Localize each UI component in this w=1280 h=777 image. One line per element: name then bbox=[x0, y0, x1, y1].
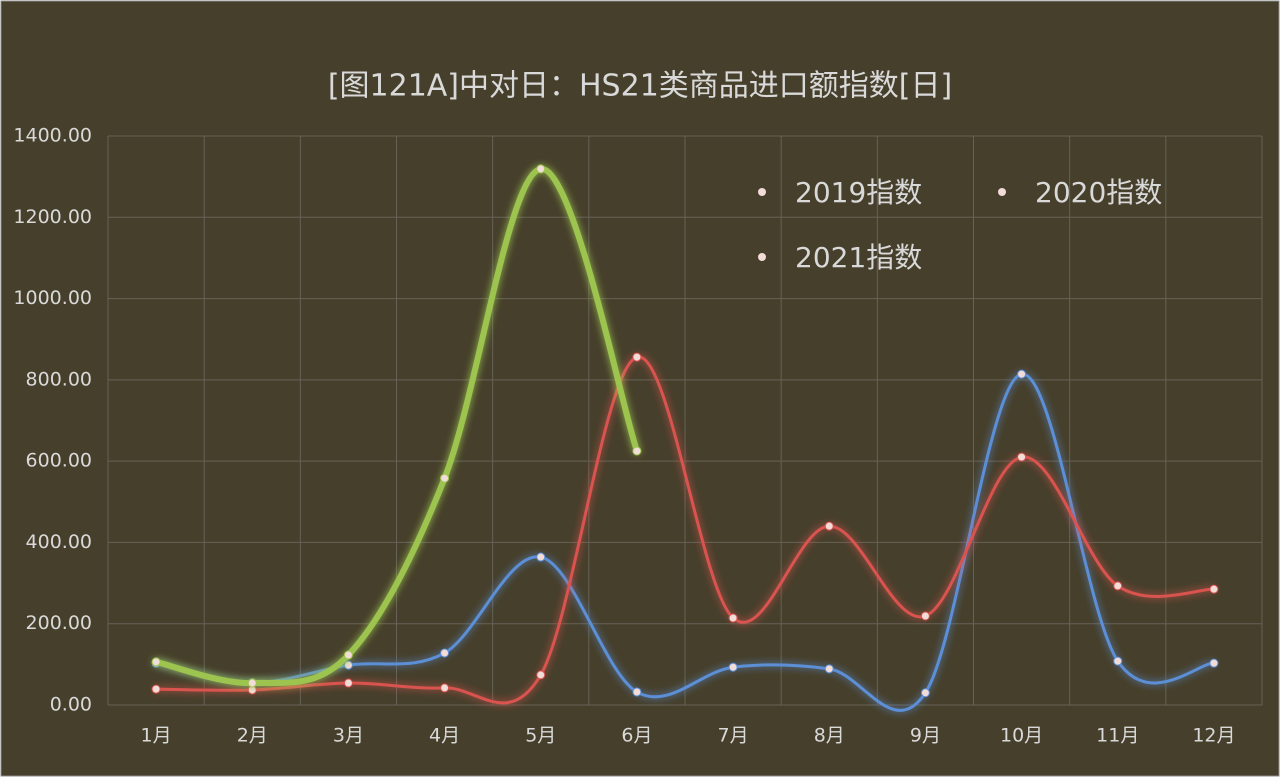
point bbox=[824, 521, 834, 531]
point bbox=[632, 352, 642, 362]
legend-label: 2019指数 bbox=[795, 176, 922, 209]
legend-dot bbox=[758, 253, 766, 261]
x-tick-label: 12月 bbox=[1192, 725, 1235, 747]
point bbox=[440, 648, 450, 658]
point bbox=[1017, 369, 1027, 379]
point bbox=[151, 684, 161, 694]
x-tick-label: 9月 bbox=[910, 725, 941, 747]
y-tick-label: 200.00 bbox=[26, 612, 92, 634]
x-tick-label: 3月 bbox=[333, 725, 364, 747]
x-tick-label: 7月 bbox=[718, 725, 749, 747]
y-tick-label: 1400.00 bbox=[13, 125, 92, 147]
point bbox=[1017, 452, 1027, 462]
point bbox=[536, 670, 546, 680]
point bbox=[247, 678, 257, 688]
y-tick-label: 800.00 bbox=[26, 368, 92, 390]
point bbox=[536, 552, 546, 562]
point bbox=[632, 687, 642, 697]
point bbox=[728, 613, 738, 623]
point bbox=[1113, 581, 1123, 591]
point bbox=[440, 683, 450, 693]
y-tick-label: 600.00 bbox=[26, 450, 92, 472]
x-tick-label: 8月 bbox=[814, 725, 845, 747]
y-tick-label: 1200.00 bbox=[13, 206, 92, 228]
x-tick-label: 11月 bbox=[1096, 725, 1139, 747]
point bbox=[824, 664, 834, 674]
point bbox=[920, 688, 930, 698]
point bbox=[728, 662, 738, 672]
x-tick-label: 2月 bbox=[237, 725, 268, 747]
x-tick-label: 10月 bbox=[1000, 725, 1043, 747]
y-tick-label: 1000.00 bbox=[13, 287, 92, 309]
point bbox=[343, 678, 353, 688]
point bbox=[536, 164, 546, 174]
point bbox=[440, 473, 450, 483]
legend-dot bbox=[998, 188, 1006, 196]
point bbox=[343, 650, 353, 660]
point bbox=[632, 446, 642, 456]
point bbox=[1209, 658, 1219, 668]
x-tick-label: 4月 bbox=[429, 725, 460, 747]
legend-dot bbox=[758, 188, 766, 196]
point bbox=[151, 657, 161, 667]
x-tick-label: 6月 bbox=[621, 725, 652, 747]
x-tick-label: 5月 bbox=[525, 725, 556, 747]
point bbox=[1209, 584, 1219, 594]
chart-title: [图121A]中对日：HS21类商品进口额指数[日] bbox=[328, 69, 952, 104]
y-tick-label: 0.00 bbox=[50, 694, 92, 716]
legend-label: 2020指数 bbox=[1035, 176, 1162, 209]
point bbox=[343, 660, 353, 670]
point bbox=[920, 611, 930, 621]
legend-label: 2021指数 bbox=[795, 241, 922, 274]
y-tick-label: 400.00 bbox=[26, 531, 92, 553]
point bbox=[1113, 656, 1123, 666]
x-tick-label: 1月 bbox=[141, 725, 172, 747]
